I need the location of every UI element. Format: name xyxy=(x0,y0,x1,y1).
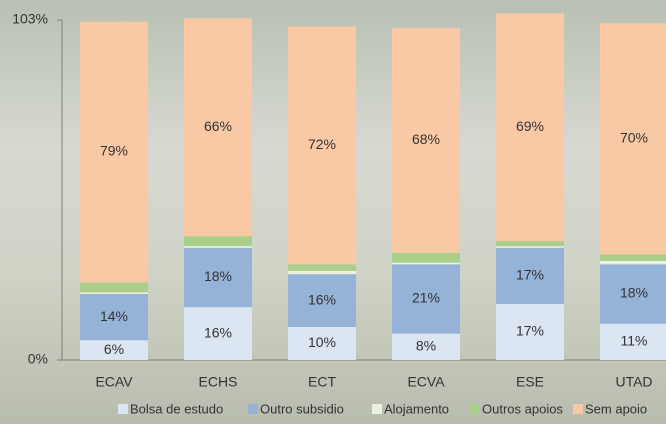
data-label: 16% xyxy=(204,324,232,340)
legend-swatch xyxy=(470,404,480,414)
data-label: 72% xyxy=(308,136,336,152)
legend-label: Bolsa de estudo xyxy=(130,401,223,416)
legend-label: Alojamento xyxy=(384,401,449,416)
bar-segment xyxy=(80,292,148,294)
bar-segment xyxy=(496,241,564,246)
bar-segment xyxy=(288,264,356,271)
data-label: 16% xyxy=(308,291,336,307)
legend-label: Outro subsidio xyxy=(260,401,344,416)
data-label: 66% xyxy=(204,118,232,134)
legend-label: Sem apoio xyxy=(585,401,647,416)
x-tick-label: ESE xyxy=(516,374,544,390)
data-label: 21% xyxy=(412,290,440,306)
bar-segment xyxy=(392,253,460,263)
data-label: 17% xyxy=(516,267,544,283)
bar-segment xyxy=(184,246,252,248)
x-tick-label: ECHS xyxy=(199,374,238,390)
data-label: 8% xyxy=(416,337,436,353)
data-label: 70% xyxy=(620,130,648,146)
bar-segment xyxy=(600,254,666,261)
y-tick-label: 0% xyxy=(28,351,48,367)
data-label: 6% xyxy=(104,341,124,357)
data-label: 14% xyxy=(100,308,128,324)
data-label: 79% xyxy=(100,143,128,159)
data-label: 18% xyxy=(620,285,648,301)
bar-segment xyxy=(184,236,252,246)
bar-segment xyxy=(600,261,666,264)
bar-segment xyxy=(496,246,564,248)
legend-swatch xyxy=(118,404,128,414)
x-tick-label: UTAD xyxy=(615,374,652,390)
legend-swatch xyxy=(248,404,258,414)
data-label: 10% xyxy=(308,334,336,350)
data-label: 11% xyxy=(621,333,648,349)
legend-label: Outros apoios xyxy=(482,401,563,416)
data-label: 18% xyxy=(204,268,232,284)
bar-segment xyxy=(392,263,460,265)
data-label: 68% xyxy=(412,131,440,147)
chart: 0% 103% ECAV 6% 14% 79% ECHS 16% 18% 66% ECT 10% 16%… xyxy=(0,0,666,424)
y-tick-label: 103% xyxy=(12,11,48,27)
x-tick-label: ECT xyxy=(308,374,336,390)
x-tick-label: ECVA xyxy=(407,374,445,390)
bar-segment xyxy=(80,282,148,292)
legend-swatch xyxy=(573,404,583,414)
data-label: 17% xyxy=(516,323,544,339)
x-tick-label: ECAV xyxy=(95,374,133,390)
legend-swatch xyxy=(372,404,382,414)
data-label: 69% xyxy=(516,118,544,134)
bar-segment xyxy=(288,271,356,274)
